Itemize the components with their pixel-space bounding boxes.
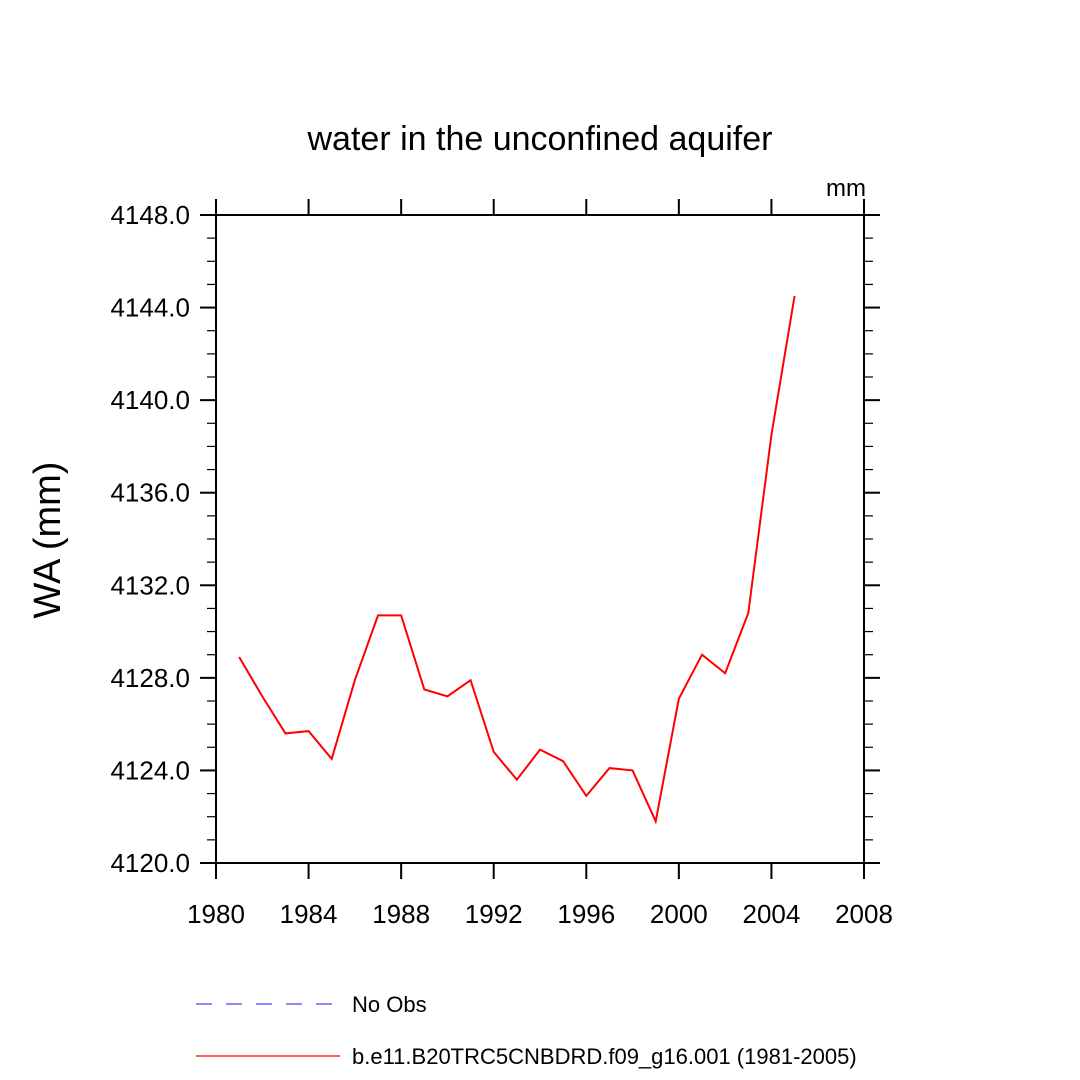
series-line-model (238, 295, 796, 825)
plot-frame (215, 214, 865, 864)
y-tick-label: 4128.0 (110, 663, 190, 693)
series-layer (238, 295, 796, 825)
x-tick-label: 2000 (650, 899, 708, 929)
legend-label-model: b.e11.B20TRC5CNBDRD.f09_g16.001 (1981-20… (352, 1044, 857, 1069)
y-tick-label: 4124.0 (110, 755, 190, 785)
x-tick-label: 1984 (280, 899, 338, 929)
chart-title: water in the unconfined aquifer (307, 120, 773, 158)
x-axis-ticks: 1980 1984 1988 1992 1996 2000 2004 2008 (187, 199, 893, 929)
y-tick-label: 4120.0 (110, 848, 190, 878)
x-tick-label: 2004 (743, 899, 801, 929)
x-tick-label: 1992 (465, 899, 523, 929)
y-axis-label: WA (mm) (27, 462, 69, 619)
x-tick-label: 2008 (835, 899, 893, 929)
x-tick-label: 1988 (372, 899, 430, 929)
x-tick-label: 1980 (187, 899, 245, 929)
y-tick-label: 4140.0 (110, 385, 190, 415)
y-tick-label: 4148.0 (110, 200, 190, 230)
legend: No Obs b.e11.B20TRC5CNBDRD.f09_g16.001 (… (196, 992, 857, 1069)
y-tick-label: 4144.0 (110, 293, 190, 323)
units-label: mm (826, 175, 866, 202)
x-tick-label: 1996 (557, 899, 615, 929)
y-tick-label: 4136.0 (110, 478, 190, 508)
legend-label-no-obs: No Obs (352, 992, 427, 1017)
y-axis-ticks: 4120.0 4124.0 4128.0 4132.0 4136.0 4140.0 4144… (110, 200, 880, 878)
y-tick-label: 4132.0 (110, 570, 190, 600)
